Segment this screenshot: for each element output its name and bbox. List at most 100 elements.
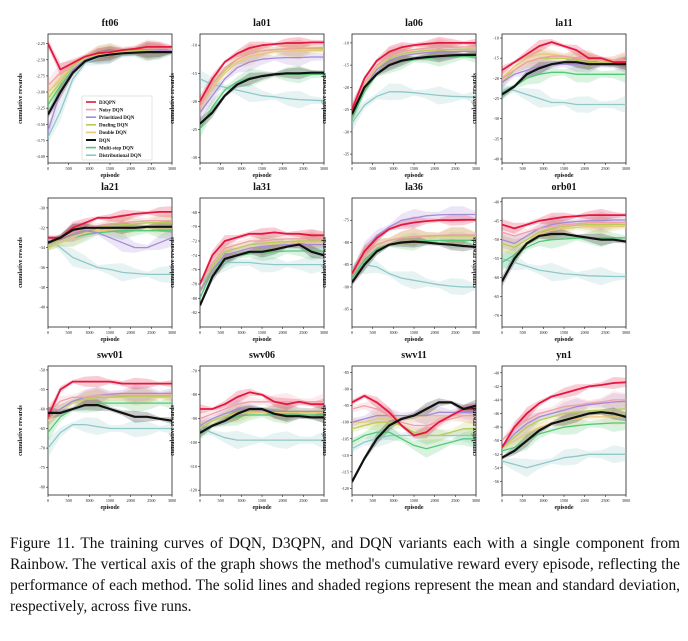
x-tick-label: 1500: [258, 166, 266, 171]
x-tick-label: 1000: [389, 498, 397, 503]
series-line-dueling-dqn: [502, 408, 626, 449]
x-tick-label: 1500: [258, 498, 266, 503]
y-axis-label: cumulative rewards: [170, 72, 176, 123]
series-line-prioritized-dqn: [200, 56, 324, 113]
y-tick-label: -40: [39, 305, 45, 310]
x-tick-label: 3000: [472, 330, 480, 335]
y-tick-label: -46: [493, 411, 499, 416]
y-tick-label: -25: [343, 107, 349, 112]
x-tick-label: 500: [66, 330, 72, 335]
y-axis-label: cumulative rewards: [18, 404, 24, 455]
series-line-d3qpn: [48, 211, 172, 239]
x-tick-label: 0: [351, 330, 353, 335]
x-tick-label: 2000: [126, 330, 134, 335]
x-tick-label: 2500: [601, 498, 609, 503]
training-curves-figure: ft06 -4.00 -3.75 -3.50 -3.25 -3.00 -2.75 -2.50 -…: [18, 18, 630, 511]
series-line-double-dqn: [352, 414, 476, 423]
y-tick-label: -100: [341, 420, 349, 425]
y-tick-label: -76: [191, 267, 197, 272]
y-tick-label: -75: [343, 218, 349, 223]
series-line-dqn: [502, 232, 626, 283]
series-line-prioritized-dqn: [352, 213, 476, 274]
x-tick-label: 2000: [430, 498, 438, 503]
band-d3qpn: [502, 39, 626, 75]
y-tick-label: -95: [343, 307, 349, 312]
x-tick-label: 1000: [539, 330, 547, 335]
series-line-dqn: [352, 240, 476, 284]
series-line-distributional-dqn: [352, 91, 476, 124]
y-tick-label: -70: [191, 224, 197, 229]
x-axis-label: episode: [100, 173, 119, 179]
chart-panel-la11: la11 -40 -35 -30 -25 -20 -15 -10 0 500 1000 1500 200…: [472, 18, 630, 179]
legend-label: Prioritized DQN: [99, 116, 135, 121]
x-tick-label: 2500: [601, 330, 609, 335]
series-line-prioritized-dqn: [200, 408, 324, 427]
y-tick-label: -44: [493, 397, 499, 402]
band-multi-step-dqn: [200, 65, 324, 139]
chart-title: swv11: [401, 350, 427, 361]
y-axis-label: cumulative rewards: [322, 72, 328, 123]
y-tick-label: -20: [493, 76, 499, 81]
band-distributional-dqn: [502, 250, 626, 286]
band-d3qpn: [200, 227, 324, 286]
x-tick-label: 2500: [299, 330, 307, 335]
y-axis-label: cumulative rewards: [170, 404, 176, 455]
band-dueling-dqn: [352, 413, 476, 445]
x-tick-label: 1500: [106, 330, 114, 335]
y-tick-label: -75: [39, 465, 45, 470]
series-line-distributional-dqn: [502, 89, 626, 106]
y-tick-label: -36: [39, 265, 45, 270]
series-line-dueling-dqn: [502, 223, 626, 248]
y-tick-label: -20: [191, 99, 197, 104]
plot-frame: [47, 365, 173, 496]
band-distributional-dqn: [502, 84, 626, 114]
series-line-dqn: [352, 401, 476, 483]
y-tick-label: -3.00: [36, 90, 45, 95]
x-tick-label: 2000: [430, 330, 438, 335]
y-tick-label: -55: [39, 387, 45, 392]
x-tick-label: 0: [501, 330, 503, 335]
y-tick-label: -85: [343, 262, 349, 267]
band-d3qpn: [352, 393, 476, 439]
y-tick-label: -15: [343, 63, 349, 68]
x-tick-label: 500: [370, 330, 376, 335]
legend-label: D3QPN: [99, 101, 116, 106]
y-tick-label: -80: [39, 485, 45, 490]
y-tick-label: -38: [39, 285, 45, 290]
band-prioritized-dqn: [502, 211, 626, 252]
chart-panel-la31: la31 -82 -80 -78 -76 -74 -72 -70 -68 0 500 1000 1500…: [170, 182, 328, 343]
band-dqn: [200, 405, 324, 438]
band-dueling-dqn: [200, 231, 324, 294]
x-tick-label: 1500: [560, 330, 568, 335]
x-tick-label: 2000: [278, 166, 286, 171]
x-tick-label: 1500: [106, 498, 114, 503]
series-line-dqn: [200, 243, 324, 306]
series-line-dueling-dqn: [352, 421, 476, 437]
x-tick-label: 2500: [147, 498, 155, 503]
x-tick-label: 500: [370, 166, 376, 171]
series-line-noisy-dqn: [48, 394, 172, 414]
x-tick-label: 0: [351, 166, 353, 171]
band-distributional-dqn: [48, 43, 172, 143]
y-tick-label: -10: [191, 43, 197, 48]
y-axis-label: cumulative rewards: [18, 72, 24, 123]
x-tick-label: 0: [199, 498, 201, 503]
x-tick-label: 3000: [622, 330, 630, 335]
x-tick-label: 0: [47, 330, 49, 335]
y-tick-label: -40: [493, 199, 499, 204]
series-line-noisy-dqn: [200, 238, 324, 285]
x-tick-label: 1500: [258, 330, 266, 335]
x-tick-label: 1500: [410, 166, 418, 171]
x-tick-label: 1500: [560, 166, 568, 171]
series-line-distributional-dqn: [352, 264, 476, 288]
band-dqn: [352, 50, 476, 121]
x-axis-label: episode: [252, 505, 271, 511]
x-tick-label: 1500: [410, 498, 418, 503]
series-line-dqn: [200, 71, 324, 125]
band-double-dqn: [48, 42, 172, 98]
y-axis-label: cumulative rewards: [170, 236, 176, 287]
series-line-d3qpn: [48, 380, 172, 418]
y-tick-label: -4.00: [36, 154, 45, 159]
x-axis-label: episode: [252, 173, 271, 179]
x-axis-label: episode: [404, 505, 423, 511]
